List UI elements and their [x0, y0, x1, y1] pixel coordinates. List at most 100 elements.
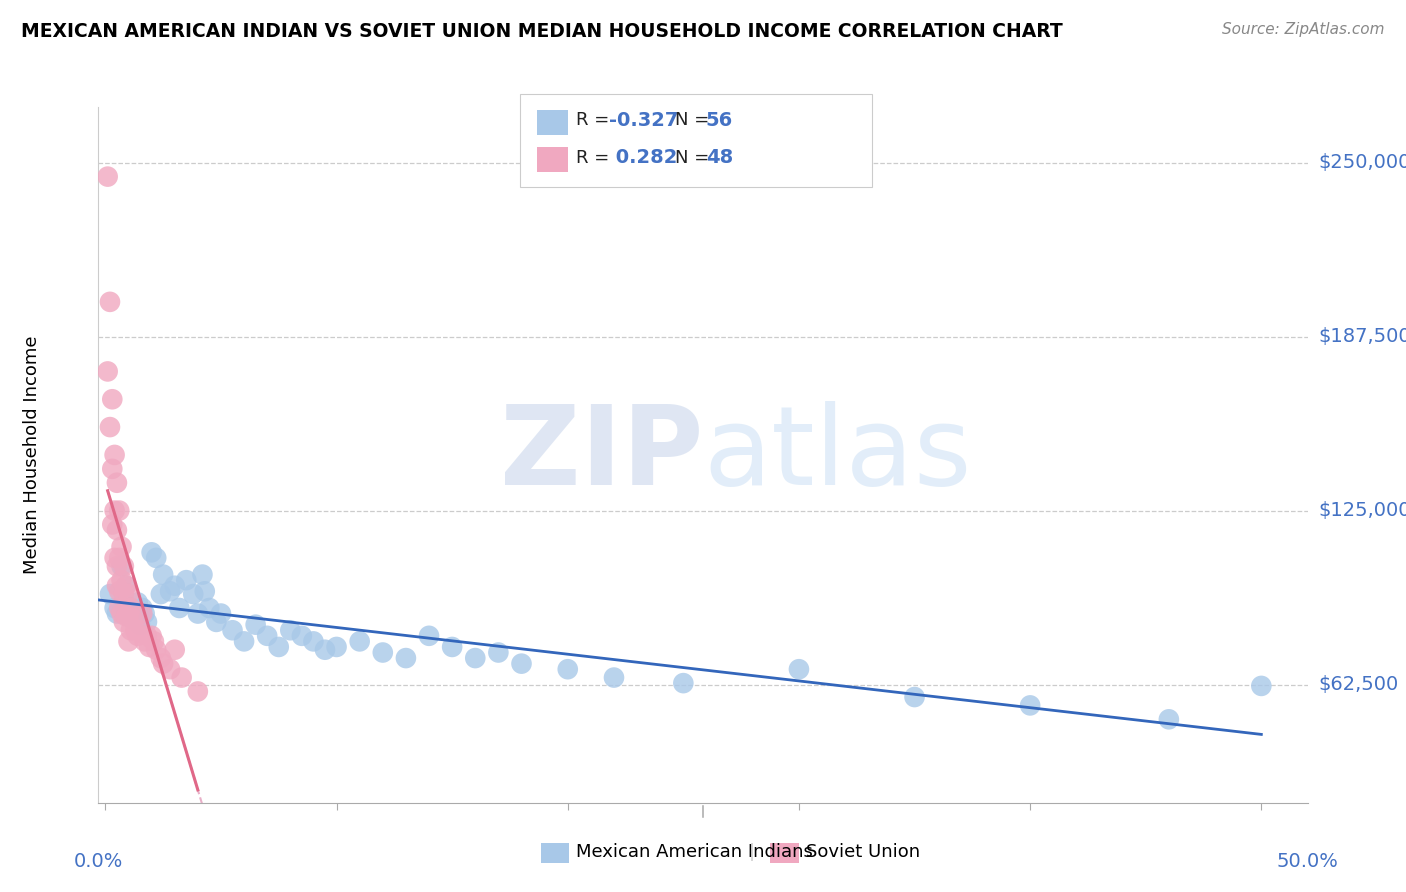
Point [124, 607, 146, 621]
Point [115, 579, 138, 593]
Point [145, 550, 167, 565]
Point [603, 671, 626, 685]
Point [105, 475, 128, 490]
Point [209, 607, 232, 621]
Text: 50.0%: 50.0% [1277, 852, 1339, 871]
Point [127, 629, 149, 643]
Point [486, 646, 509, 660]
Point [124, 624, 146, 638]
Point [152, 567, 174, 582]
Point [101, 462, 124, 476]
Text: N =: N = [675, 149, 714, 167]
Point [101, 392, 124, 407]
Point [117, 587, 139, 601]
Point [98, 294, 121, 309]
Point [141, 545, 163, 559]
Point [291, 629, 314, 643]
Point [108, 584, 131, 599]
Point [174, 573, 197, 587]
Point [104, 448, 127, 462]
Text: $62,500: $62,500 [1319, 675, 1399, 694]
Point [194, 584, 217, 599]
Point [187, 684, 209, 698]
Point [110, 540, 132, 554]
Point [163, 579, 186, 593]
Text: $250,000: $250,000 [1319, 153, 1406, 172]
Text: -0.327: -0.327 [609, 111, 678, 130]
Point [108, 601, 131, 615]
Point [105, 607, 128, 621]
Point [110, 607, 132, 621]
Text: 0.282: 0.282 [609, 148, 678, 168]
Point [510, 657, 533, 671]
Point [98, 587, 121, 601]
Point [134, 607, 156, 621]
Point [198, 601, 221, 615]
Point [325, 640, 347, 654]
Point [245, 617, 267, 632]
Point [129, 624, 152, 638]
Point [117, 609, 139, 624]
Point [104, 601, 127, 615]
Point [105, 523, 128, 537]
Point [105, 559, 128, 574]
Point [1250, 679, 1272, 693]
Point [149, 651, 172, 665]
Point [787, 662, 810, 676]
Point [441, 640, 464, 654]
Point [127, 595, 149, 609]
Point [221, 624, 243, 638]
Point [1019, 698, 1042, 713]
Point [104, 503, 127, 517]
Point [142, 634, 165, 648]
Point [187, 607, 209, 621]
Point [181, 587, 204, 601]
Point [97, 364, 120, 378]
Point [138, 640, 160, 654]
Text: 56: 56 [706, 111, 733, 130]
Point [395, 651, 418, 665]
Point [101, 517, 124, 532]
Point [120, 601, 142, 615]
Text: $125,000: $125,000 [1319, 501, 1406, 520]
Point [105, 579, 128, 593]
Point [159, 662, 181, 676]
Point [205, 615, 228, 629]
Point [149, 587, 172, 601]
Point [1157, 712, 1180, 726]
Point [145, 642, 167, 657]
Text: $187,500: $187,500 [1319, 327, 1406, 346]
Point [903, 690, 925, 704]
Text: atlas: atlas [703, 401, 972, 508]
Point [122, 612, 145, 626]
Text: Source: ZipAtlas.com: Source: ZipAtlas.com [1222, 22, 1385, 37]
Point [302, 634, 325, 648]
Text: ZIP: ZIP [499, 401, 703, 508]
Point [110, 573, 132, 587]
Point [134, 634, 156, 648]
Text: Median Household Income: Median Household Income [22, 335, 41, 574]
Point [136, 615, 159, 629]
Point [131, 607, 153, 621]
Point [112, 595, 135, 609]
Point [117, 609, 139, 624]
Point [117, 634, 139, 648]
Point [418, 629, 440, 643]
Text: Mexican American Indians: Mexican American Indians [576, 843, 813, 861]
Point [278, 624, 301, 638]
Point [169, 601, 191, 615]
Point [98, 420, 121, 434]
Point [104, 550, 127, 565]
Point [131, 601, 153, 615]
Text: MEXICAN AMERICAN INDIAN VS SOVIET UNION MEDIAN HOUSEHOLD INCOME CORRELATION CHAR: MEXICAN AMERICAN INDIAN VS SOVIET UNION … [21, 22, 1063, 41]
Text: N =: N = [675, 112, 714, 129]
Point [120, 601, 142, 615]
Point [191, 567, 214, 582]
Point [557, 662, 579, 676]
Point [233, 634, 256, 648]
Point [672, 676, 695, 690]
Text: R =: R = [576, 149, 616, 167]
Point [108, 550, 131, 565]
Point [163, 642, 186, 657]
Point [129, 617, 152, 632]
